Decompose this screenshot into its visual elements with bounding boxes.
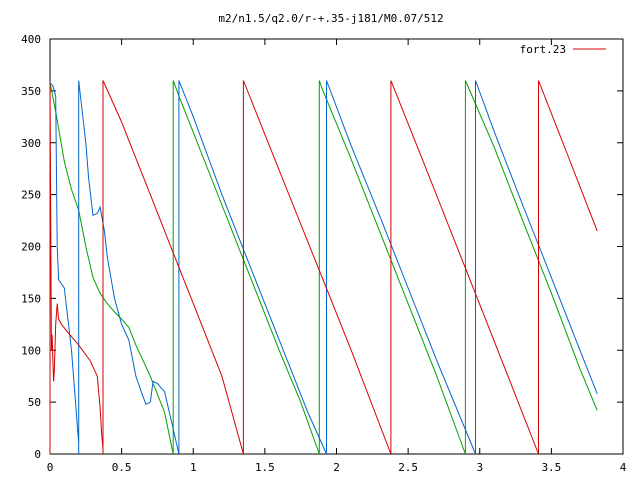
x-tick-label: 1 [190, 461, 197, 474]
x-tick-label: 2 [333, 461, 340, 474]
x-tick-label: 3.5 [541, 461, 561, 474]
x-tick-label: 4 [620, 461, 627, 474]
y-axis: 0 50 100 150 200 250 300 350 400 [21, 33, 623, 461]
legend: fort.23 [520, 43, 606, 56]
x-tick-label: 0 [47, 461, 54, 474]
series-line-0 [49, 80, 598, 455]
y-tick-label: 100 [21, 344, 41, 357]
x-tick-label: 3 [476, 461, 483, 474]
plot-frame [49, 38, 624, 455]
x-tick-label: 0.5 [112, 461, 132, 474]
chart-title: m2/n1.5/q2.0/r-+.35-j181/M0.07/512 [218, 12, 443, 25]
series-line-1 [49, 80, 598, 455]
y-tick-label: 400 [21, 33, 41, 46]
y-tick-label: 300 [21, 137, 41, 150]
y-tick-label: 150 [21, 292, 41, 305]
y-tick-label: 50 [28, 396, 41, 409]
series-group [49, 80, 598, 455]
legend-label: fort.23 [520, 43, 566, 56]
series-line-2 [49, 80, 598, 455]
x-axis: 0 0.5 1 1.5 2 2.5 3 3.5 4 [47, 39, 627, 474]
y-tick-label: 0 [34, 448, 41, 461]
x-tick-label: 2.5 [398, 461, 418, 474]
x-tick-label: 1.5 [255, 461, 275, 474]
y-tick-label: 200 [21, 241, 41, 254]
y-tick-label: 350 [21, 85, 41, 98]
y-tick-label: 250 [21, 189, 41, 202]
